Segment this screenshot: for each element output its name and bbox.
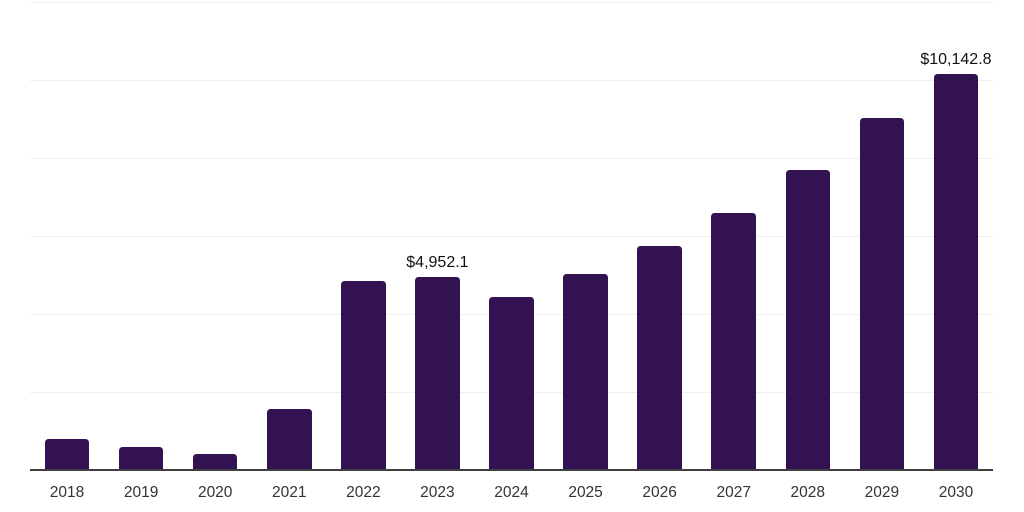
bar-value-label-2030: $10,142.8 bbox=[920, 51, 992, 69]
bar-2023 bbox=[415, 276, 460, 470]
x-tick-label-2026: 2026 bbox=[642, 484, 677, 501]
x-tick-label-2023: 2023 bbox=[420, 484, 455, 501]
x-tick-label-2019: 2019 bbox=[123, 484, 159, 501]
x-axis-line bbox=[30, 469, 993, 471]
x-tick-label-2029: 2029 bbox=[864, 484, 900, 501]
x-tick-label-2020: 2020 bbox=[197, 484, 233, 501]
gridline-6000 bbox=[30, 236, 993, 237]
bar-value-label-2023: $4,952.1 bbox=[406, 253, 469, 271]
bar-2028 bbox=[785, 169, 831, 470]
x-tick-label-2030: 2030 bbox=[938, 484, 974, 501]
bar-2025 bbox=[563, 274, 608, 470]
bar-2019 bbox=[118, 447, 164, 470]
bar-2022 bbox=[341, 280, 386, 470]
bar-2020 bbox=[192, 453, 238, 470]
plot-area: $4,952.1 $10,142.8 bbox=[30, 2, 993, 470]
bar-2021 bbox=[267, 408, 312, 470]
bar-2029 bbox=[859, 118, 905, 470]
x-tick-label-2021: 2021 bbox=[272, 484, 307, 501]
bar-2030 bbox=[933, 74, 979, 470]
x-tick-label-2027: 2027 bbox=[716, 484, 751, 501]
gridline-12000 bbox=[30, 2, 993, 3]
gridline-10000 bbox=[30, 80, 993, 81]
x-tick-label-2022: 2022 bbox=[346, 484, 381, 501]
bar-2024 bbox=[489, 297, 534, 470]
bar-2027 bbox=[711, 213, 756, 470]
x-tick-label-2018: 2018 bbox=[49, 484, 85, 501]
gridline-8000 bbox=[30, 158, 993, 159]
x-tick-label-2024: 2024 bbox=[494, 484, 529, 501]
x-tick-label-2028: 2028 bbox=[790, 484, 826, 501]
bar-2026 bbox=[637, 245, 682, 470]
bar-2018 bbox=[44, 439, 90, 470]
x-tick-label-2025: 2025 bbox=[568, 484, 603, 501]
